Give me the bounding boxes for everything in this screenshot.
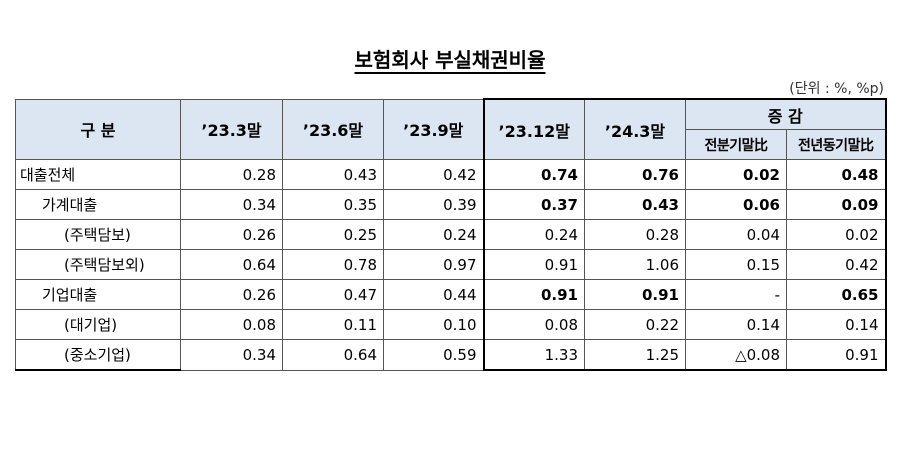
table-row: (중소기업) 0.34 0.64 0.59 1.33 1.25 △0.08 0.91 — [15, 339, 887, 371]
table-cell: 0.97 — [383, 249, 484, 280]
table-cell: △0.08 — [685, 339, 787, 371]
header-cell: ’23.12말 — [482, 98, 585, 160]
table-cell: 0.91 — [584, 279, 686, 310]
header-cell: 전년동기말比 — [786, 129, 887, 160]
table-cell: 0.24 — [482, 219, 585, 250]
table-cell: 0.76 — [584, 159, 686, 190]
row-label: 기업대출 — [15, 279, 181, 310]
table-cell: 0.08 — [180, 309, 283, 340]
row-label: (주택담보외) — [15, 249, 181, 280]
table-row: 가계대출 0.34 0.35 0.39 0.37 0.43 0.06 0.09 — [15, 189, 887, 220]
title: 보험회사 부실채권비율 — [354, 48, 546, 72]
table-cell: 0.65 — [786, 279, 887, 310]
table-cell: 0.64 — [180, 249, 283, 280]
table-cell: 0.64 — [282, 339, 384, 371]
table-cell: 0.48 — [786, 159, 887, 190]
table-row: 기업대출 0.26 0.47 0.44 0.91 0.91-0.65 — [15, 279, 887, 310]
table-cell: 0.04 — [685, 219, 787, 250]
table-cell: 0.06 — [685, 189, 787, 220]
table-cell: 0.14 — [786, 309, 887, 340]
header-cell: ’24.3말 — [584, 98, 686, 160]
table-cell: 0.15 — [685, 249, 787, 280]
table-cell: 0.26 — [180, 219, 283, 250]
header-cell: ’23.3말 — [180, 98, 283, 160]
table-cell: 0.14 — [685, 309, 787, 340]
table-cell: 0.91 — [482, 279, 585, 310]
table-cell: 0.34 — [180, 339, 283, 371]
table-cell: 0.35 — [282, 189, 384, 220]
table-cell: 1.25 — [584, 339, 686, 371]
table-cell: 0.43 — [584, 189, 686, 220]
table-cell: 0.43 — [282, 159, 384, 190]
table-row: (주택담보외) 0.64 0.78 0.97 0.91 1.06 0.15 0.42 — [15, 249, 887, 280]
table-cell: 0.39 — [383, 189, 484, 220]
table-cell: 0.11 — [282, 309, 384, 340]
table-cell: 0.44 — [383, 279, 484, 310]
row-label: (중소기업) — [15, 339, 181, 371]
table-cell: 0.09 — [786, 189, 887, 220]
header-cell: ’23.9말 — [383, 98, 484, 160]
table-cell: 0.47 — [282, 279, 384, 310]
table-row: 대출전체 0.28 0.43 0.42 0.74 0.76 0.02 0.48 — [15, 159, 887, 190]
table-row: (대기업) 0.08 0.11 0.10 0.08 0.22 0.14 0.14 — [15, 309, 887, 340]
table: 구 분 ’23.3말 ’23.6말 ’23.9말 ’23.12말 ’24.3말 증 감 전분… — [15, 98, 887, 371]
table-cell: 0.02 — [685, 159, 787, 190]
header-cell: ’23.6말 — [282, 98, 384, 160]
unit-note: (단위 : %, %p) — [789, 81, 884, 97]
table-cell: 0.08 — [482, 309, 585, 340]
table-cell: 0.91 — [482, 249, 585, 280]
table-cell: 1.33 — [482, 339, 585, 371]
table-cell: 0.28 — [180, 159, 283, 190]
table-cell: 0.74 — [482, 159, 585, 190]
header-cell: 구 분 — [15, 98, 181, 160]
table-cell: 0.28 — [584, 219, 686, 250]
table-cell: 0.25 — [282, 219, 384, 250]
table-row: (주택담보) 0.26 0.25 0.24 0.24 0.28 0.04 0.02 — [15, 219, 887, 250]
table-cell: - — [685, 279, 787, 310]
row-label: (주택담보) — [15, 219, 181, 250]
table-cell: 0.59 — [383, 339, 484, 371]
table-cell: 0.02 — [786, 219, 887, 250]
table-cell: 0.10 — [383, 309, 484, 340]
table-cell: 0.42 — [786, 249, 887, 280]
table-cell: 0.22 — [584, 309, 686, 340]
table-cell: 0.24 — [383, 219, 484, 250]
table-cell: 0.34 — [180, 189, 283, 220]
row-label: 대출전체 — [15, 159, 181, 190]
table-cell: 0.42 — [383, 159, 484, 190]
header-cell: 증 감 — [685, 98, 887, 130]
row-label: (대기업) — [15, 309, 181, 340]
table-cell: 1.06 — [584, 249, 686, 280]
row-label: 가계대출 — [15, 189, 181, 220]
table-cell: 0.26 — [180, 279, 283, 310]
table-cell: 0.78 — [282, 249, 384, 280]
table-cell: 0.91 — [786, 339, 887, 371]
table-cell: 0.37 — [482, 189, 585, 220]
header-cell: 전분기말比 — [685, 129, 787, 160]
